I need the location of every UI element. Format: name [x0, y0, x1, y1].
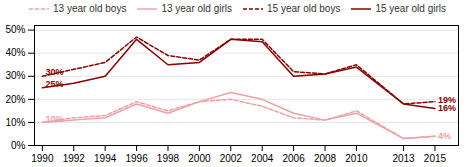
svg-text:2000: 2000 — [188, 153, 211, 164]
svg-text:2010: 2010 — [345, 153, 368, 164]
svg-text:1992: 1992 — [63, 153, 86, 164]
svg-text:16%: 16% — [438, 103, 456, 113]
svg-text:4%: 4% — [438, 131, 451, 141]
svg-text:20%: 20% — [5, 94, 25, 105]
svg-text:50%: 50% — [5, 24, 25, 35]
svg-text:10%: 10% — [5, 117, 25, 128]
svg-text:40%: 40% — [5, 47, 25, 58]
svg-text:2004: 2004 — [251, 153, 274, 164]
svg-text:30%: 30% — [5, 70, 25, 81]
html-text:13 year old boys: 13 year old boys — [53, 3, 127, 14]
svg-text:0%: 0% — [11, 140, 26, 151]
svg-text:10%: 10% — [45, 114, 63, 124]
svg-text:1994: 1994 — [94, 153, 117, 164]
svg-text:1990: 1990 — [31, 153, 54, 164]
svg-text:1996: 1996 — [125, 153, 148, 164]
html-text:15 year old boys: 15 year old boys — [267, 3, 341, 14]
svg-text:19%: 19% — [438, 95, 457, 106]
html-text:15 year old girls: 15 year old girls — [375, 3, 446, 14]
svg-text:2013: 2013 — [392, 153, 415, 164]
svg-text:2008: 2008 — [314, 153, 337, 164]
svg-text:25%: 25% — [45, 79, 63, 89]
svg-text:2002: 2002 — [220, 153, 243, 164]
svg-text:2015: 2015 — [424, 153, 447, 164]
svg-text:1998: 1998 — [157, 153, 180, 164]
svg-text:2006: 2006 — [282, 153, 305, 164]
svg-text:30%: 30% — [45, 67, 63, 77]
html-text:13 year old girls: 13 year old girls — [161, 3, 232, 14]
